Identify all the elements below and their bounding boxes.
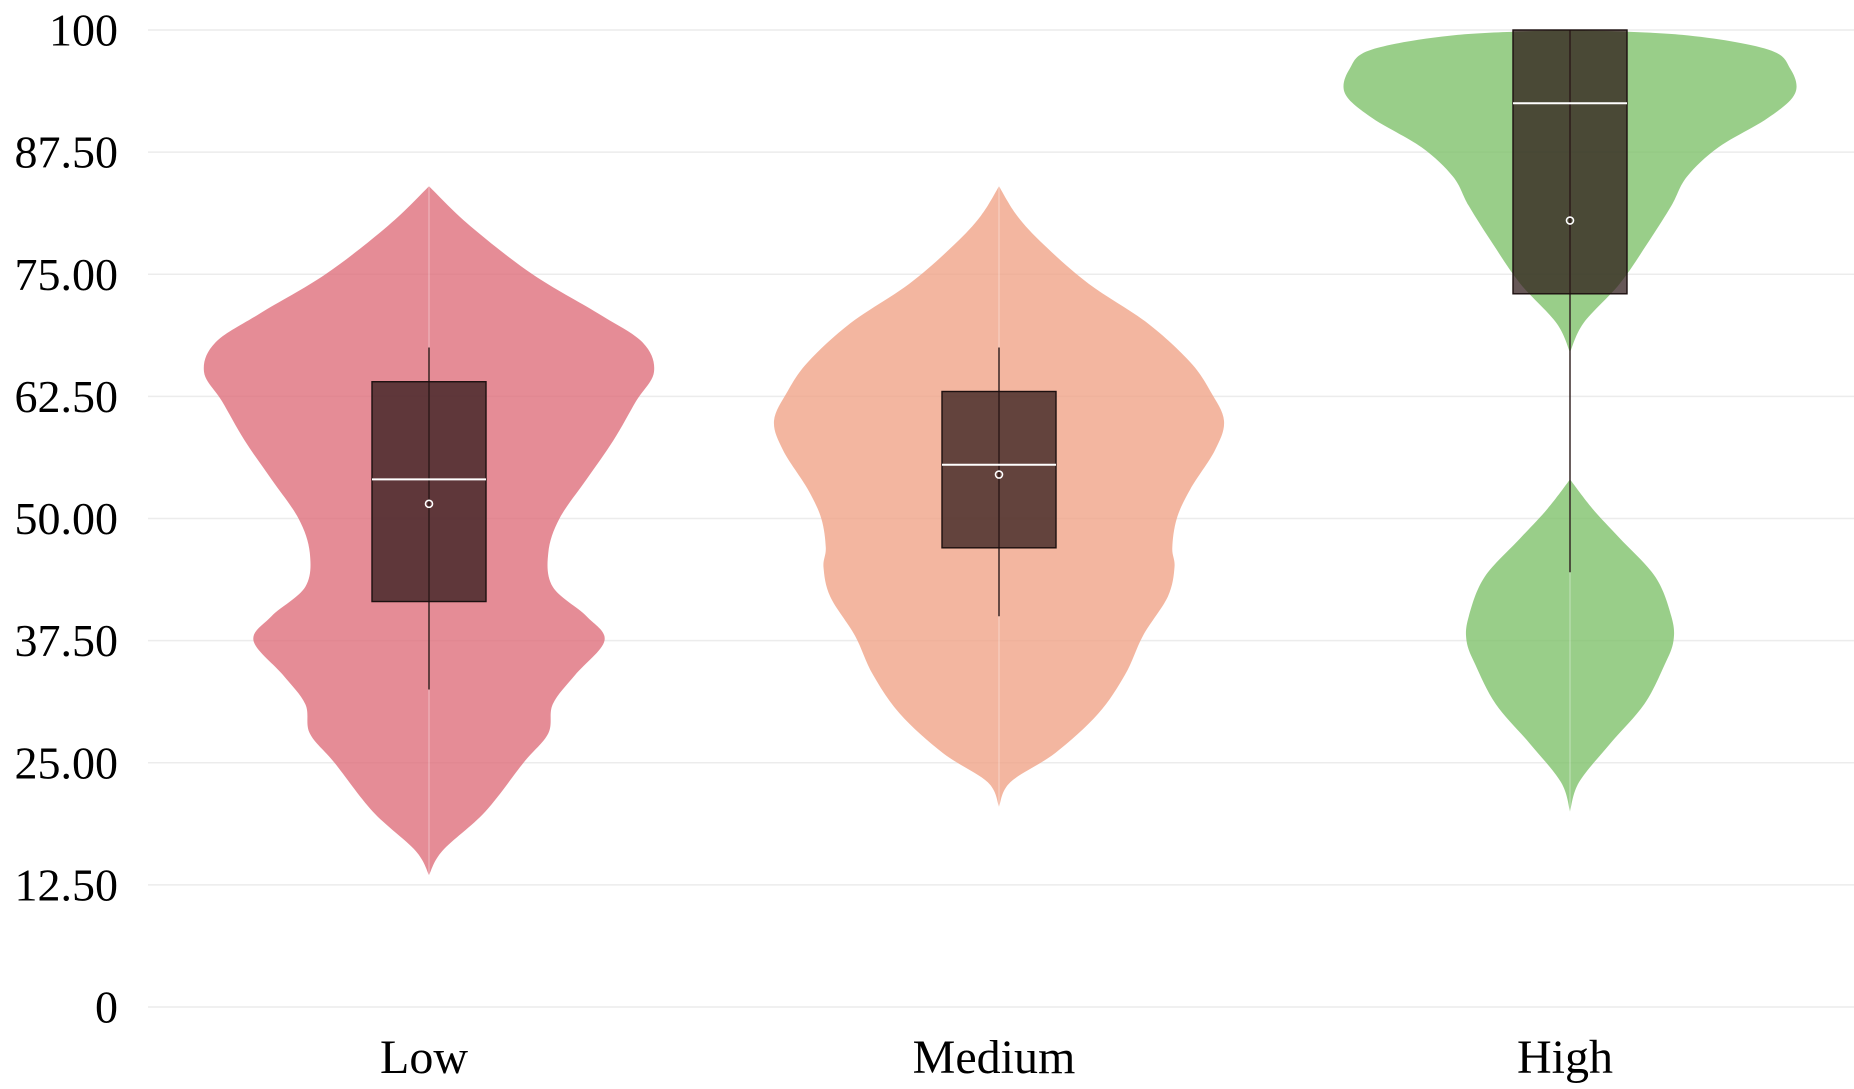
x-category-label: High [1517,1031,1613,1084]
y-tick-label: 75.00 [15,249,119,300]
y-axis-ticks: 0 12.50 25.00 37.50 50.00 62.50 75.00 87.50 100 [15,5,119,1033]
y-tick-label: 12.50 [15,859,119,910]
y-tick-label: 37.50 [15,615,119,666]
y-tick-label: 50.00 [15,493,119,544]
x-axis-categories: Low Medium High [380,1031,1613,1084]
box-high [1512,29,1628,295]
box-medium [941,390,1057,549]
mean-marker-high [1565,216,1575,225]
y-tick-label: 100 [49,5,118,56]
violin-high [1465,479,1675,812]
y-tick-label: 0 [95,982,118,1033]
y-tick-label: 25.00 [15,737,119,788]
box-low [371,381,487,603]
mean-marker-medium [994,470,1004,479]
boxplots [371,29,1628,690]
x-category-label: Medium [913,1031,1076,1084]
mean-marker-low [424,499,434,509]
y-tick-label: 87.50 [15,127,119,178]
y-tick-label: 62.50 [15,371,119,422]
x-category-label: Low [380,1031,468,1084]
